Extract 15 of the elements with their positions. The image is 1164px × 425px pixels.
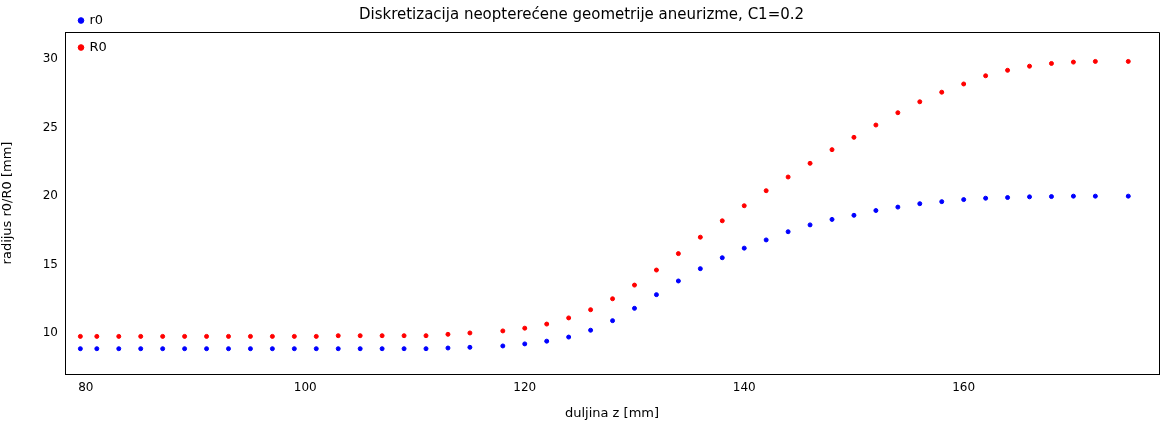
y-tick-label: 25 — [42, 119, 58, 134]
x-tick-label: 160 — [952, 380, 976, 395]
y-tick-label: 30 — [42, 51, 58, 66]
y-tick-label: 20 — [42, 188, 58, 203]
x-tick-label: 120 — [513, 380, 537, 395]
x-axis-title: duljina z [mm] — [564, 404, 660, 420]
y-tick-label: 10 — [42, 325, 58, 340]
x-tick-label: 100 — [293, 380, 317, 395]
x-tick-label: 80 — [78, 380, 94, 395]
legend-label: r0 — [89, 11, 104, 27]
y-tick-label: 15 — [42, 256, 58, 271]
chart-title: Diskretizacija neopterećene geometrije aneurizme, C1=0.2 — [358, 4, 805, 23]
x-tick-label: 140 — [732, 380, 756, 395]
y-axis-title: radijus r0/R0 [mm] — [0, 141, 15, 265]
legend-label: R0 — [89, 38, 107, 54]
